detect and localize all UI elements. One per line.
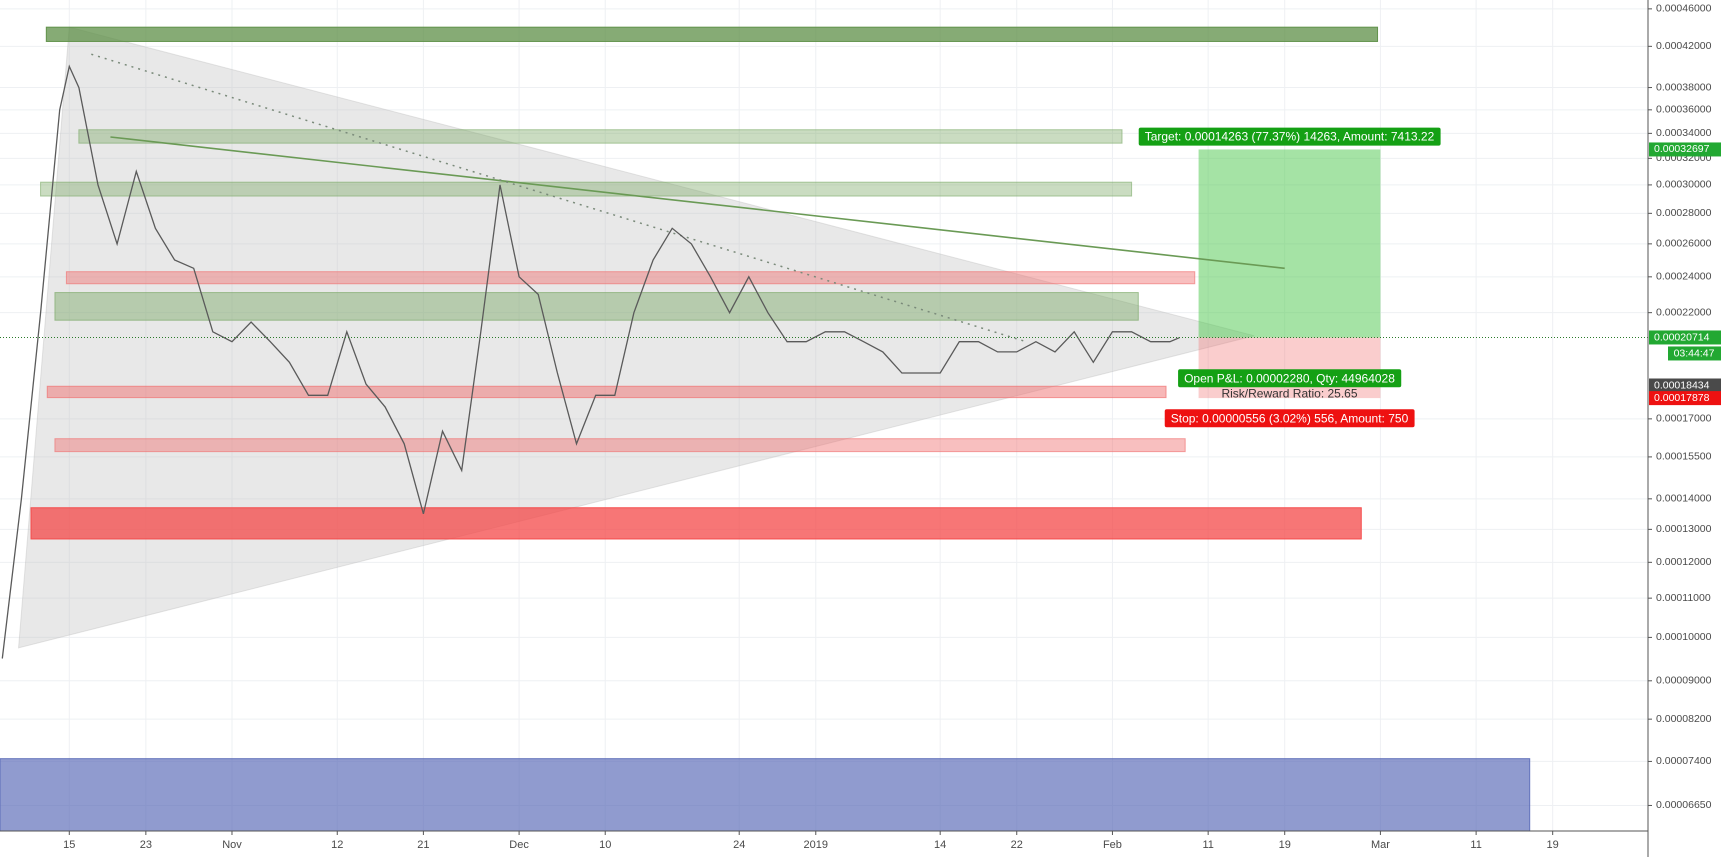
x-tick-label: 19: [1547, 839, 1559, 851]
y-tick-label: 0.00014000: [1656, 493, 1712, 505]
axes: 15 23 Nov 12 21 Dec 10 24 2019 14 22 Feb 11 19 Mar 11 19…: [63, 3, 1721, 851]
y-tick-label: 0.00010000: [1656, 631, 1712, 643]
zone: [78, 129, 1123, 144]
pnl-label-box: [1178, 369, 1402, 388]
target-label-box: [1138, 127, 1441, 146]
price-label-box: [1649, 391, 1721, 406]
x-tick-label: Mar: [1371, 839, 1390, 851]
plot: Target: 0.00014263 (77.37%) 14263, Amoun…: [0, 26, 1648, 832]
y-tick-label: 0.00026000: [1656, 238, 1712, 250]
pnl-label: Open P&L: 0.00002280, Qty: 44964028: [1184, 371, 1395, 385]
y-tick-label: 0.00008200: [1656, 713, 1712, 725]
y-tick-label: 0.00022000: [1656, 306, 1712, 318]
price-label: 0.00020714: [1654, 331, 1710, 343]
y-tick-label: 0.00011000: [1656, 592, 1711, 604]
x-tick-label: 22: [1011, 839, 1023, 851]
target-label: Target: 0.00014263 (77.37%) 14263, Amoun…: [1145, 130, 1435, 144]
price-line: [1, 64, 1180, 659]
y-tick-label: 0.00009000: [1656, 675, 1712, 687]
y-tick-label: 0.00046000: [1656, 3, 1712, 15]
x-tick-label: 11: [1470, 839, 1481, 851]
zone: [65, 271, 1196, 285]
zone: [40, 181, 1133, 197]
x-axis-strip: [0, 831, 1725, 857]
target-area: [1198, 149, 1381, 338]
x-tick-label: 11: [1202, 839, 1213, 851]
x-tick-label: Feb: [1103, 839, 1122, 851]
y-tick-label: 0.00006650: [1656, 799, 1712, 811]
y-tick-label: 0.00038000: [1656, 81, 1712, 93]
x-tick-label: 21: [417, 839, 429, 851]
x-tick-label: 12: [331, 839, 343, 851]
countdown-box: [1668, 346, 1721, 361]
x-tick-label: 23: [140, 839, 152, 851]
price-label: 0.00032697: [1654, 143, 1710, 155]
trend-line: [110, 136, 1285, 270]
y-tick-label: 0.00042000: [1656, 40, 1712, 52]
zone: [54, 292, 1139, 321]
zone: [30, 507, 1362, 540]
x-tick-label: 10: [599, 839, 611, 851]
zone: [46, 385, 1167, 399]
y-tick-label: 0.00012000: [1656, 556, 1712, 568]
stop-area: [1198, 337, 1381, 399]
y-tick-label: 0.00007400: [1656, 755, 1712, 767]
y-tick-label: 0.00030000: [1656, 179, 1712, 191]
countdown: 03:44:47: [1674, 347, 1715, 359]
x-tick-label: 24: [733, 839, 745, 851]
y-tick-label: 0.00015500: [1656, 451, 1712, 463]
y-tick-label: 0.00028000: [1656, 207, 1712, 219]
price-label-box: [1649, 378, 1721, 393]
zone: [45, 26, 1379, 42]
x-tick-label: Nov: [222, 839, 242, 851]
x-tick-label: Dec: [509, 839, 529, 851]
price-label: 0.00018434: [1654, 379, 1710, 391]
price-label: 0.00017878: [1654, 392, 1710, 404]
stop-label-box: [1164, 409, 1415, 428]
zone: [0, 758, 1531, 832]
y-tick-label: 0.00034000: [1656, 127, 1712, 139]
y-tick-label: 0.00036000: [1656, 104, 1712, 116]
x-tick-label: 2019: [804, 839, 828, 851]
x-tick-label: 14: [934, 839, 946, 851]
price-label-box: [1649, 330, 1721, 345]
y-tick-label: 0.00024000: [1656, 271, 1712, 283]
stop-label: Stop: 0.00000556 (3.02%) 556, Amount: 75…: [1171, 411, 1409, 425]
x-tick-label: 15: [63, 839, 75, 851]
zone: [54, 438, 1186, 453]
ratio-label: Risk/Reward Ratio: 25.65: [1221, 386, 1357, 400]
price-label-box: [1649, 142, 1721, 157]
x-tick-label: 19: [1279, 839, 1291, 851]
y-tick-label: 0.00013000: [1656, 523, 1712, 535]
y-tick-label: 0.00017000: [1656, 413, 1712, 425]
